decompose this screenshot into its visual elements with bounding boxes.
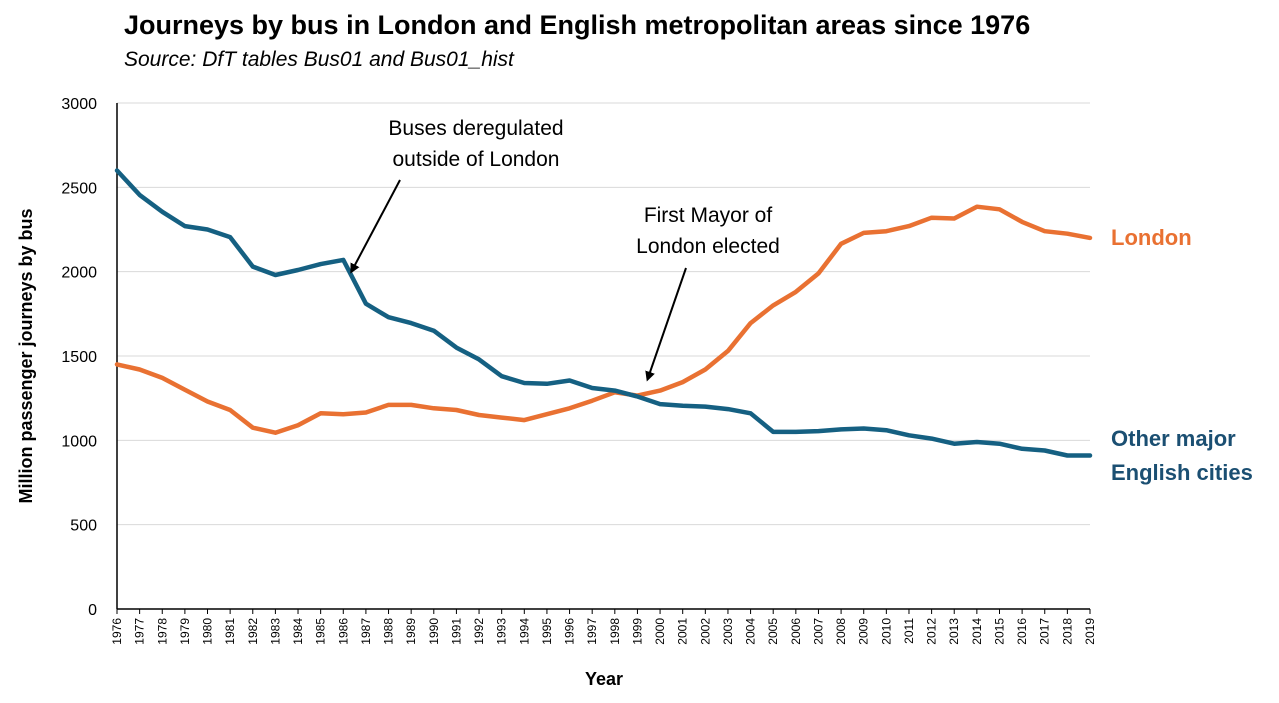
x-tick-label: 2011 bbox=[902, 618, 916, 644]
y-tick-label: 0 bbox=[88, 602, 97, 619]
y-tick-label: 500 bbox=[70, 518, 97, 535]
x-tick-label: 1980 bbox=[201, 618, 215, 645]
y-tick-label: 1500 bbox=[61, 349, 97, 366]
x-tick-label: 2012 bbox=[925, 618, 939, 645]
x-tick-label: 2010 bbox=[879, 618, 893, 645]
y-tick-label: 2000 bbox=[61, 265, 97, 282]
x-tick-label: 1987 bbox=[359, 618, 373, 645]
series-label-other-line1: Other major bbox=[1111, 426, 1236, 451]
x-tick-label: 1990 bbox=[427, 618, 441, 645]
x-tick-label: 1983 bbox=[268, 618, 282, 645]
annotation-deregulation-arrow bbox=[350, 179, 401, 274]
x-tick-label: 2019 bbox=[1083, 618, 1097, 645]
x-tick-label: 1979 bbox=[178, 618, 192, 645]
x-tick-label: 2002 bbox=[698, 618, 712, 645]
x-tick-label: 1976 bbox=[110, 618, 124, 645]
x-tick-label: 1981 bbox=[223, 618, 237, 645]
x-tick-label: 2009 bbox=[857, 618, 871, 645]
y-tick-label: 3000 bbox=[61, 96, 97, 113]
annotation-mayor-text: First Mayor of bbox=[644, 204, 773, 227]
x-tick-label: 2000 bbox=[653, 618, 667, 645]
annotation-mayor-text: London elected bbox=[636, 235, 780, 258]
series-label-london: London bbox=[1111, 225, 1192, 250]
x-tick-label: 1999 bbox=[630, 618, 644, 645]
x-tick-label: 2003 bbox=[721, 618, 735, 645]
x-tick-label: 1992 bbox=[472, 618, 486, 645]
x-tick-label: 1993 bbox=[495, 618, 509, 645]
x-tick-label: 1995 bbox=[540, 618, 554, 645]
x-axis-label: Year bbox=[585, 669, 623, 689]
annotation-deregulation-text: outside of London bbox=[393, 148, 560, 171]
chart-subtitle: Source: DfT tables Bus01 and Bus01_hist bbox=[124, 48, 514, 71]
x-tick-label: 2006 bbox=[789, 618, 803, 645]
x-tick-label: 1984 bbox=[291, 618, 305, 645]
x-tick-label: 2013 bbox=[947, 618, 961, 645]
x-tick-label: 1988 bbox=[382, 618, 396, 645]
x-tick-label: 1996 bbox=[563, 618, 577, 645]
x-tick-label: 2004 bbox=[744, 618, 758, 645]
x-tick-label: 1991 bbox=[449, 618, 463, 645]
x-tick-label: 2016 bbox=[1015, 618, 1029, 645]
x-tick-label: 2001 bbox=[676, 618, 690, 645]
x-tick-label: 1985 bbox=[314, 618, 328, 645]
x-tick-label: 1978 bbox=[155, 618, 169, 645]
series-label-other-line2: English cities bbox=[1111, 460, 1253, 485]
y-tick-label: 1000 bbox=[61, 433, 97, 450]
series-lines bbox=[114, 168, 1093, 458]
x-tick-label: 1989 bbox=[404, 618, 418, 645]
y-tick-labels: 0 500 1000 1500 2000 2500 3000 bbox=[61, 96, 97, 619]
x-tick-label: 2017 bbox=[1038, 618, 1052, 645]
y-tick-label: 2500 bbox=[61, 180, 97, 197]
axes bbox=[116, 103, 1090, 610]
x-tick-label: 1997 bbox=[585, 618, 599, 645]
x-tick-label: 2015 bbox=[992, 618, 1006, 645]
annotation-mayor-arrow bbox=[645, 267, 687, 382]
chart-title: Journeys by bus in London and English me… bbox=[124, 10, 1031, 40]
x-tick-label: 1994 bbox=[517, 618, 531, 645]
x-tick-label: 1986 bbox=[336, 618, 350, 645]
annotation-deregulation-text: Buses deregulated bbox=[388, 117, 563, 140]
x-tick-label: 1977 bbox=[133, 618, 147, 645]
x-tick-labels: 1976 1977 1978 1979 1980 1981 1982 1983 1984 1985… bbox=[110, 609, 1097, 645]
x-tick-label: 1982 bbox=[246, 618, 260, 645]
y-axis-label: Million passenger journeys by bus bbox=[16, 208, 36, 503]
x-tick-label: 2005 bbox=[766, 618, 780, 645]
gridlines bbox=[117, 102, 1090, 526]
series-line-london bbox=[114, 204, 1093, 435]
series-line-other-major-english-cities bbox=[114, 168, 1093, 458]
x-tick-label: 2007 bbox=[811, 618, 825, 645]
x-tick-label: 1998 bbox=[608, 618, 622, 645]
x-tick-label: 2014 bbox=[970, 618, 984, 645]
annotations: Buses deregulated outside of London First … bbox=[350, 117, 780, 382]
x-tick-label: 2008 bbox=[834, 618, 848, 645]
x-tick-label: 2018 bbox=[1060, 618, 1074, 645]
